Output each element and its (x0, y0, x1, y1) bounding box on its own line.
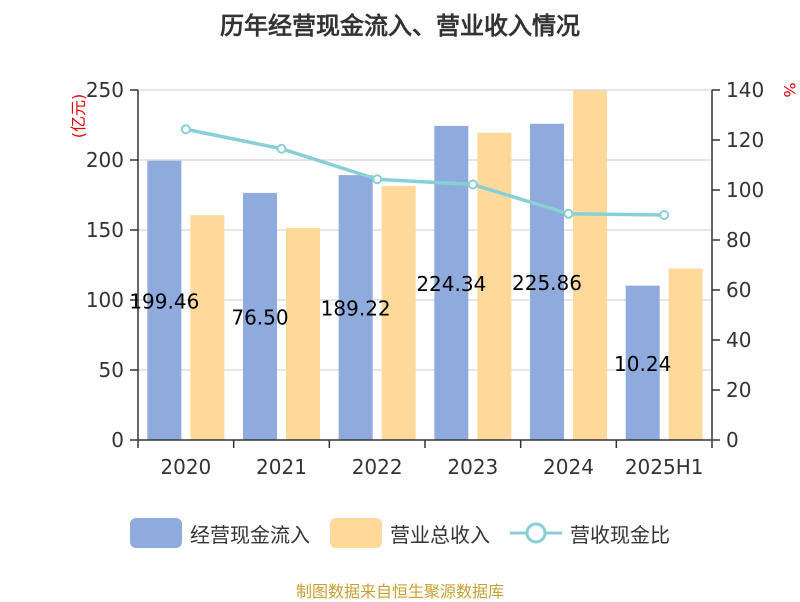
legend-item-cash-inflow[interactable]: 经营现金流入 (130, 518, 310, 548)
ratio-point (659, 210, 670, 220)
ratio-point (180, 124, 191, 135)
ratio-point (372, 174, 383, 185)
right-tick-label: 60 (726, 278, 751, 302)
bar-revenue (477, 132, 512, 440)
bar-labels: 199.46 76.50 189.22 224.34 225.86 10.24 (129, 271, 671, 376)
legend-item-revenue[interactable]: 营业总收入 (330, 518, 490, 548)
right-tick-label: 140 (726, 78, 764, 102)
bar-revenue (286, 227, 320, 440)
bar-revenue (573, 90, 607, 440)
legend-swatch-cash-inflow (130, 518, 182, 548)
x-tick-label: 2023 (447, 455, 498, 479)
bar-value-label: 189.22 (321, 297, 391, 321)
bar-value-label: 10.24 (614, 352, 671, 376)
right-tick-label: 120 (726, 128, 764, 152)
bar-value-label: 76.50 (231, 305, 288, 329)
bar-cash-inflow (625, 285, 660, 440)
left-tick-label: 0 (111, 428, 124, 452)
chart-title: 历年经营现金流入、营业收入情况 (220, 12, 580, 40)
legend-label-cash-inflow: 经营现金流入 (190, 522, 310, 547)
ratio-line (180, 124, 670, 220)
ratio-point (276, 143, 287, 154)
right-tick-label: 20 (726, 378, 751, 402)
left-tick-label: 200 (86, 148, 124, 172)
legend-item-ratio[interactable]: 营收现金比 (510, 518, 670, 548)
bar-value-label: 225.86 (512, 271, 582, 295)
gridlines (138, 89, 712, 371)
axes: 0 50 100 150 200 250 0 20 40 60 80 100 120 140 2020 202… (86, 78, 764, 479)
right-tick-label: 80 (726, 228, 751, 252)
left-tick-label: 100 (86, 288, 124, 312)
right-tick-label: 40 (726, 328, 751, 352)
bar-cash-inflow (338, 175, 373, 441)
left-axis-label: (亿元) (69, 94, 88, 139)
right-axis-label: % (780, 82, 799, 97)
bar-revenue (668, 268, 703, 440)
legend-swatch-ratio (510, 522, 562, 544)
left-tick-label: 50 (99, 358, 124, 382)
ratio-line-path (185, 127, 665, 217)
x-tick-label: 2022 (352, 455, 403, 479)
x-tick-label: 2024 (543, 455, 594, 479)
x-tick-label: 2021 (256, 455, 307, 479)
x-tick-label: 2025H1 (625, 455, 704, 479)
bar-cash-inflow (243, 192, 277, 440)
right-tick-label: 0 (726, 428, 739, 452)
bar-value-label: 199.46 (129, 289, 199, 313)
bar-value-label: 224.34 (416, 272, 486, 296)
bar-cash-inflow (434, 125, 469, 440)
bars (147, 90, 703, 441)
legend-swatch-revenue (330, 518, 382, 548)
source-note: 制图数据来自恒生聚源数据库 (295, 582, 504, 601)
bar-cash-inflow (530, 123, 564, 441)
ratio-point (563, 208, 574, 219)
x-tick-label: 2020 (160, 455, 211, 479)
chart-canvas: 0 50 100 150 200 250 0 20 40 60 80 100 120 140 2020 202… (69, 78, 799, 479)
left-tick-label: 150 (86, 218, 124, 242)
legend: 经营现金流入 营业总收入 营收现金比 (0, 518, 800, 548)
bar-cash-inflow (147, 160, 182, 441)
left-tick-label: 250 (86, 78, 124, 102)
bar-revenue (381, 185, 416, 440)
bar-revenue (190, 215, 225, 440)
legend-label-ratio: 营收现金比 (570, 522, 670, 547)
legend-label-revenue: 营业总收入 (390, 522, 490, 547)
ratio-point (467, 179, 478, 190)
right-tick-label: 100 (726, 178, 764, 202)
